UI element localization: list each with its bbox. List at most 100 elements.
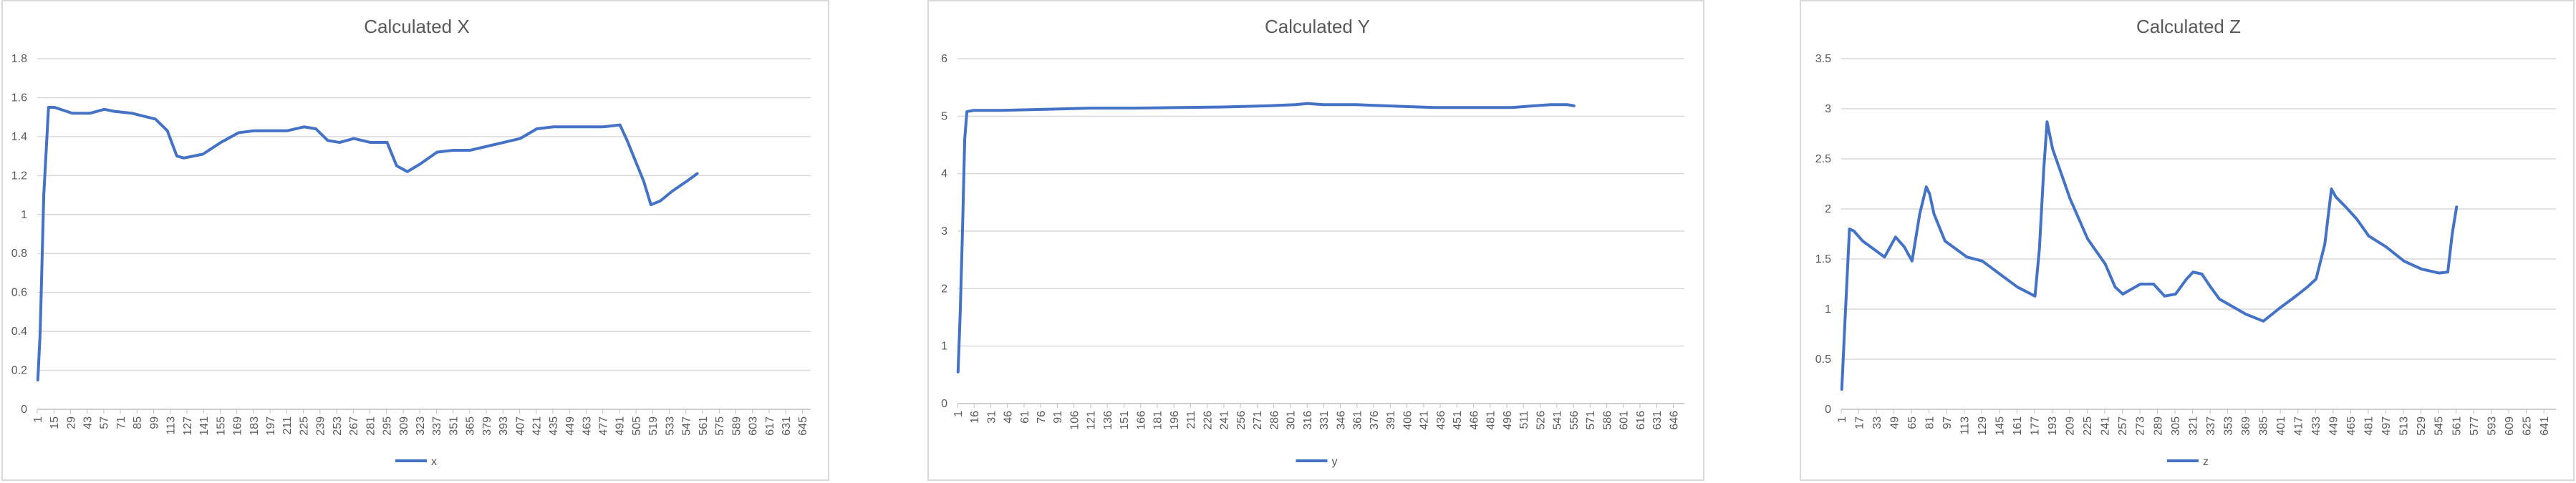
x-tick-label: 589 bbox=[730, 416, 743, 436]
x-tick-label: 1 bbox=[952, 411, 965, 417]
chart-title: Calculated Z bbox=[2136, 16, 2241, 37]
y-tick-label: 1 bbox=[1825, 303, 1831, 316]
x-tick-label: 113 bbox=[1959, 416, 1971, 435]
y-tick-label: 1.6 bbox=[11, 92, 27, 104]
y-tick-label: 3 bbox=[1825, 103, 1831, 115]
y-tick-label: 2 bbox=[1825, 203, 1831, 215]
x-tick-label: 646 bbox=[1668, 411, 1680, 430]
x-tick-label: 1 bbox=[32, 416, 44, 423]
y-tick-label: 2 bbox=[941, 283, 947, 295]
y-tick-label: 0.4 bbox=[11, 326, 27, 338]
x-tick-label: 16 bbox=[969, 411, 981, 424]
x-tick-label: 121 bbox=[1086, 411, 1098, 430]
y-tick-label: 6 bbox=[941, 53, 947, 65]
x-tick-label: 421 bbox=[1419, 411, 1431, 430]
x-tick-label: 369 bbox=[2240, 416, 2252, 436]
y-tick-label: 0.8 bbox=[11, 248, 27, 260]
x-tick-label: 253 bbox=[332, 416, 344, 436]
x-tick-label: 331 bbox=[1318, 411, 1331, 430]
x-tick-label: 365 bbox=[465, 416, 477, 436]
x-tick-label: 451 bbox=[1452, 411, 1464, 430]
x-tick-label: 273 bbox=[2135, 416, 2147, 436]
legend-label: y bbox=[1332, 456, 1338, 468]
y-tick-label: 3 bbox=[941, 225, 947, 238]
x-tick-label: 71 bbox=[115, 416, 127, 429]
x-tick-label: 46 bbox=[1003, 411, 1015, 424]
x-tick-label: 496 bbox=[1502, 411, 1514, 430]
x-tick-label: 497 bbox=[2380, 416, 2393, 436]
y-tick-label: 1.2 bbox=[11, 170, 27, 182]
x-tick-label: 603 bbox=[748, 416, 760, 436]
y-tick-label: 0 bbox=[1825, 404, 1831, 416]
x-tick-label: 465 bbox=[2345, 416, 2358, 436]
x-tick-label: 289 bbox=[2152, 416, 2164, 436]
x-tick-label: 1 bbox=[1836, 416, 1848, 423]
x-tick-label: 271 bbox=[1252, 411, 1264, 430]
y-tick-label: 0 bbox=[21, 404, 27, 416]
x-tick-label: 15 bbox=[49, 416, 61, 429]
series-line-y bbox=[956, 102, 1576, 374]
x-tick-label: 379 bbox=[481, 416, 493, 436]
x-tick-label: 609 bbox=[2504, 416, 2516, 436]
x-tick-label: 43 bbox=[82, 416, 95, 429]
x-tick-label: 323 bbox=[415, 416, 427, 436]
series-line-x bbox=[36, 106, 699, 382]
y-tick-label: 4 bbox=[941, 168, 947, 180]
x-tick-label: 547 bbox=[681, 416, 693, 436]
x-tick-label: 225 bbox=[2082, 416, 2094, 436]
x-tick-label: 196 bbox=[1169, 411, 1181, 430]
x-tick-label: 305 bbox=[2170, 416, 2182, 436]
x-tick-label: 351 bbox=[448, 416, 460, 436]
x-tick-label: 226 bbox=[1202, 411, 1214, 430]
chart-panel-y: Calculated Y 0 1 2 3 4 5 6 1 16 31 46 61 76 91 106 121 13… bbox=[927, 0, 1704, 481]
chart-title: Calculated Y bbox=[1265, 16, 1370, 37]
y-tick-label: 1.4 bbox=[11, 131, 27, 143]
y-tick-label: 5 bbox=[941, 110, 947, 122]
y-tick-label: 1 bbox=[21, 209, 27, 221]
x-tick-label: 586 bbox=[1601, 411, 1613, 430]
x-tick-label: 211 bbox=[281, 416, 294, 435]
x-tick-label: 106 bbox=[1068, 411, 1081, 430]
x-tick-label: 225 bbox=[298, 416, 310, 436]
x-tick-label: 641 bbox=[2539, 416, 2551, 436]
x-tick-label: 65 bbox=[1906, 416, 1919, 429]
chart-z: Calculated Z 0 0.5 1 1.5 2 2.5 3 3.5 1 17 33 49 65 81 9… bbox=[1815, 16, 2556, 468]
x-tick-label: 211 bbox=[1185, 411, 1197, 429]
x-tick-label: 85 bbox=[132, 416, 144, 429]
x-tick-label: 61 bbox=[1019, 411, 1031, 424]
x-tick-label: 519 bbox=[647, 416, 660, 436]
y-tick-label: 1.8 bbox=[11, 53, 27, 65]
x-tick-label: 545 bbox=[2433, 416, 2446, 436]
y-tick-label: 0.2 bbox=[11, 365, 27, 377]
x-tick-label: 401 bbox=[2275, 416, 2287, 436]
x-tick-label: 141 bbox=[198, 416, 211, 436]
y-tick-label: 0.5 bbox=[1815, 353, 1831, 366]
x-tick-label: 533 bbox=[664, 416, 676, 436]
x-tick-label: 406 bbox=[1402, 411, 1414, 430]
x-tick-label: 33 bbox=[1871, 416, 1883, 429]
x-tick-label: 407 bbox=[514, 416, 526, 436]
x-tick-label: 91 bbox=[1052, 411, 1064, 424]
x-tick-label: 571 bbox=[1585, 411, 1597, 430]
chart-x: Calculated X00.20.40.60.811.21.41.61.81 1… bbox=[11, 16, 811, 468]
x-tick-label: 181 bbox=[1152, 411, 1164, 430]
x-tick-label: 257 bbox=[2117, 416, 2129, 436]
x-tick-label: 385 bbox=[2257, 416, 2269, 436]
x-tick-label: 593 bbox=[2486, 416, 2498, 436]
x-tick-label: 57 bbox=[99, 416, 111, 429]
x-tick-label: 435 bbox=[548, 416, 560, 436]
x-tick-label: 601 bbox=[1619, 411, 1631, 430]
x-tick-label: 631 bbox=[781, 416, 793, 436]
x-tick-label: 286 bbox=[1268, 411, 1280, 430]
x-tick-label: 337 bbox=[2205, 416, 2217, 436]
x-tick-label: 97 bbox=[1941, 416, 1954, 429]
x-tick-label: 481 bbox=[1485, 411, 1497, 430]
x-tick-label: 145 bbox=[1994, 416, 2007, 436]
x-tick-label: 31 bbox=[985, 411, 998, 424]
x-tick-label: 466 bbox=[1468, 411, 1480, 430]
x-tick-label: 616 bbox=[1635, 411, 1647, 430]
x-tick-label: 645 bbox=[797, 416, 809, 436]
x-tick-label: 241 bbox=[2100, 416, 2112, 436]
x-tick-label: 193 bbox=[2047, 416, 2059, 436]
